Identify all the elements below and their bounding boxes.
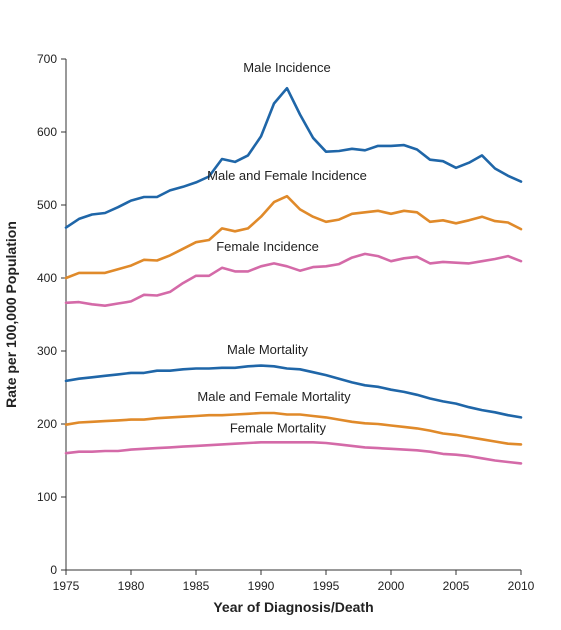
series-label: Male Incidence <box>243 60 330 75</box>
x-tick-label: 2005 <box>443 579 470 593</box>
series-label: Male Mortality <box>227 342 308 357</box>
series-line-male-and-female-incidence <box>64 194 523 280</box>
axes: 0 100 200 300 400 500 600 700 1975 1980 1985 1990 19… <box>37 52 535 593</box>
y-tick-label: 200 <box>37 417 57 431</box>
series-label: Female Mortality <box>230 420 327 435</box>
series-label: Male and Female Incidence <box>207 168 367 183</box>
x-tick-label: 1975 <box>53 579 80 593</box>
x-axis-title: Year of Diagnosis/Death <box>213 599 373 615</box>
y-tick-label: 0 <box>50 563 57 577</box>
y-tick-label: 600 <box>37 125 57 139</box>
series-line-female-incidence <box>64 252 523 308</box>
x-tick-label: 1980 <box>118 579 145 593</box>
series-label: Male and Female Mortality <box>197 389 351 404</box>
series-labels: Male Incidence Male and Female Incidence F… <box>197 60 366 435</box>
x-tick-label: 1990 <box>248 579 275 593</box>
series-line-male-incidence <box>64 86 523 229</box>
x-tick-label: 1995 <box>313 579 340 593</box>
y-axis-title: Rate per 100,000 Population <box>3 221 19 408</box>
series-line-female-mortality <box>64 440 523 465</box>
x-tick-label: 1985 <box>183 579 210 593</box>
y-tick-label: 300 <box>37 344 57 358</box>
y-tick-label: 700 <box>37 52 57 66</box>
series-label: Female Incidence <box>216 239 319 254</box>
y-tick-label: 400 <box>37 271 57 285</box>
x-tick-label: 2000 <box>378 579 405 593</box>
series-line-male-mortality <box>64 364 523 419</box>
series-line-male-and-female-mortality <box>64 411 523 446</box>
y-tick-label: 100 <box>37 490 57 504</box>
x-tick-label: 2010 <box>508 579 535 593</box>
y-tick-label: 500 <box>37 198 57 212</box>
series-lines <box>64 86 523 465</box>
